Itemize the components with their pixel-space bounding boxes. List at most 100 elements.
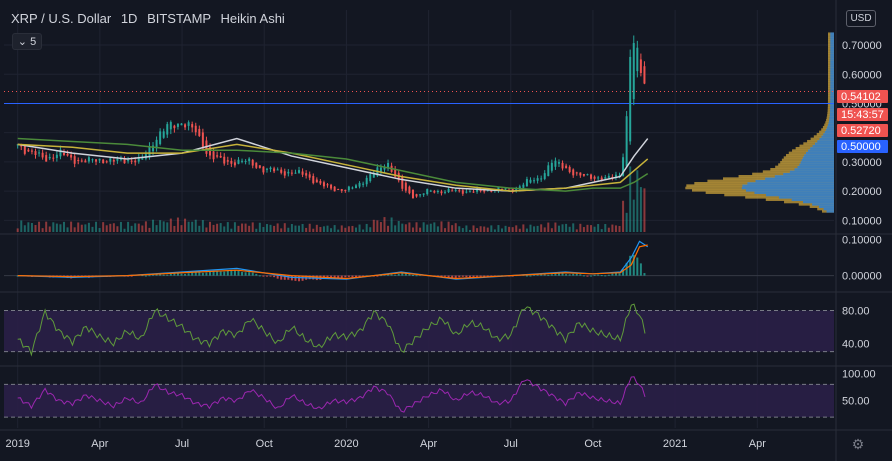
rsi-panel[interactable]: [4, 303, 834, 357]
volume-bar-80: [301, 223, 304, 232]
candle-body-135: [497, 186, 500, 191]
volume-bar-142: [522, 224, 525, 232]
candle-body-17: [77, 159, 80, 162]
macd-hist-163: [597, 274, 600, 276]
candle-body-113: [419, 194, 422, 196]
candle-body-121: [447, 188, 450, 193]
macd-hist-176: [643, 273, 646, 276]
macd-hist-72: [273, 275, 276, 278]
volume-bar-73: [276, 223, 279, 232]
profile-blue-58: [830, 74, 834, 78]
profile-blue-40: [829, 116, 834, 120]
candle-body-34: [137, 157, 140, 162]
macd-hist-162: [593, 274, 596, 276]
profile-blue-36: [827, 125, 834, 129]
profile-blue-14: [765, 177, 834, 180]
candle-body-64: [244, 160, 247, 162]
candle-body-13: [62, 152, 65, 155]
macd-hist-105: [390, 274, 393, 276]
grid: [4, 10, 834, 428]
candle-body-54: [208, 147, 211, 156]
candle-body-76: [287, 171, 290, 174]
volume-bar-48: [187, 221, 190, 232]
volume-bar-82: [308, 223, 311, 232]
macd-hist-101: [376, 275, 379, 277]
profile-blue-51: [830, 90, 834, 94]
profile-blue-15: [774, 175, 834, 178]
macd-hist-149: [547, 274, 550, 276]
macd-hist-157: [575, 273, 578, 276]
candle-body-40: [159, 131, 162, 145]
candle-body-120: [444, 191, 447, 193]
volume-bar-62: [237, 225, 240, 232]
macd-hist-41: [162, 274, 165, 276]
macd-hist-89: [333, 275, 336, 279]
stoch-panel[interactable]: [4, 376, 834, 418]
profile-blue-60: [830, 69, 834, 73]
candle-body-118: [436, 191, 439, 193]
macd-hist-112: [415, 275, 418, 277]
volume-bar-8: [45, 221, 48, 232]
candle-body-67: [255, 162, 258, 168]
macd-hist-109: [404, 273, 407, 276]
volume-bar-13: [62, 221, 65, 232]
profile-blue-32: [821, 135, 834, 138]
volume-bar-138: [508, 226, 511, 232]
candle-body-168: [614, 174, 617, 178]
candle-body-12: [59, 149, 62, 157]
volume-bar-11: [55, 223, 58, 232]
candle-body-128: [472, 191, 475, 193]
candle-body-3: [27, 149, 30, 152]
price-panel[interactable]: [4, 35, 834, 199]
profile-blue-37: [827, 123, 834, 127]
profile-blue-53: [830, 86, 834, 89]
candle-body-75: [283, 171, 286, 176]
profile-blue-38: [828, 121, 834, 124]
volume-bar-71: [269, 224, 272, 232]
candle-body-154: [565, 165, 568, 169]
macd-hist-102: [379, 275, 382, 277]
macd-hist-59: [226, 270, 229, 276]
stoch-tick-1: 50.00: [842, 396, 870, 408]
price-axis[interactable]: 0.700000.600000.500000.400000.300000.200…: [837, 40, 888, 408]
macd-hist-53: [205, 272, 208, 276]
volume-bar-61: [233, 222, 236, 232]
volume-bar-26: [109, 223, 112, 232]
candle-body-156: [572, 169, 575, 176]
time-axis[interactable]: 2019 Apr Jul Oct 2020 Apr Jul Oct 2021 Apr: [5, 438, 766, 450]
volume-bar-161: [590, 225, 593, 232]
time-tick-4: 2020: [334, 438, 358, 450]
profile-blue-26: [807, 149, 834, 152]
volume-bar-79: [298, 225, 301, 232]
ma-green-line: [17, 137, 649, 192]
chevron-down-icon: ⌄: [17, 36, 28, 48]
volume-bar-90: [337, 229, 340, 232]
volume-bar-70: [265, 224, 268, 232]
candle-body-94: [351, 187, 354, 189]
volume-bar-99: [369, 227, 372, 232]
volume-bar-136: [501, 228, 503, 232]
stoch-band: [4, 384, 834, 418]
volume-bar-135: [497, 225, 500, 232]
candle-body-39: [155, 139, 158, 149]
macd-hist-144: [529, 275, 532, 277]
volume-bar-72: [273, 225, 276, 232]
profile-blue-3: [812, 203, 834, 206]
candle-body-22: [95, 159, 98, 162]
volume-bar-140: [515, 225, 518, 232]
volume-bar-75: [283, 223, 286, 232]
candle-body-15: [70, 154, 73, 158]
gear-icon[interactable]: ⚙: [851, 436, 865, 452]
macd-hist-51: [198, 272, 201, 276]
indicator-collapse-button[interactable]: ⌄ 5: [12, 33, 42, 50]
macd-panel[interactable]: [4, 240, 834, 282]
volume-bar-168: [614, 225, 617, 232]
currency-button[interactable]: USD: [846, 10, 876, 27]
profile-blue-47: [830, 100, 834, 103]
volume-bar-152: [557, 225, 560, 232]
candle-body-149: [547, 165, 550, 177]
profile-blue-12: [747, 182, 834, 185]
volume-bar-150: [550, 228, 553, 232]
